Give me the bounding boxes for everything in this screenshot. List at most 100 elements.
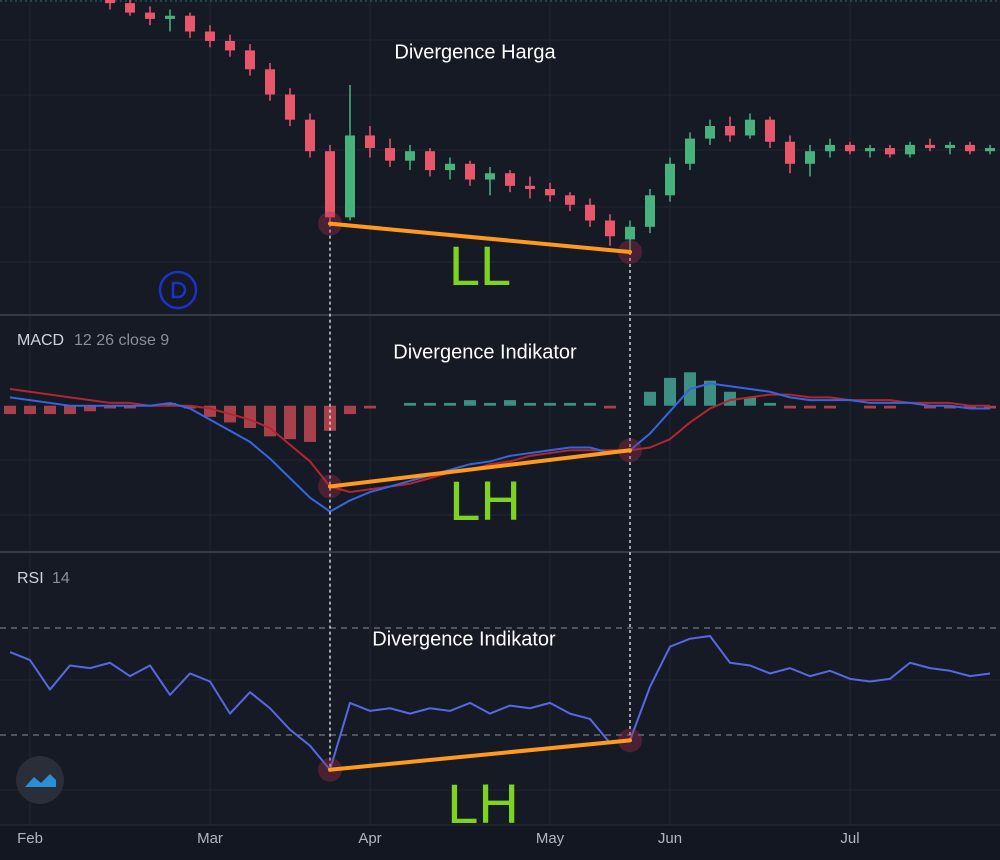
divergence-line <box>328 738 632 772</box>
candle-body <box>645 195 655 227</box>
histogram-bar <box>944 405 956 409</box>
logo-bg[interactable] <box>16 756 64 804</box>
histogram-bar <box>664 377 676 406</box>
histogram-bar <box>924 405 936 409</box>
candle-body <box>885 148 895 155</box>
candle-body <box>145 12 155 19</box>
candle-body <box>465 163 475 180</box>
candle-body <box>485 173 495 180</box>
histogram-bar <box>44 405 56 415</box>
histogram-bar <box>964 405 976 409</box>
x-tick-label: Mar <box>197 830 223 847</box>
time-axis <box>0 825 1000 860</box>
chart-title: Divergence Harga <box>394 41 556 63</box>
histogram-bar <box>644 391 656 406</box>
candle-body <box>385 148 395 161</box>
histogram-bar <box>264 405 276 437</box>
histogram-bar <box>24 405 36 415</box>
histogram-bar <box>504 400 516 406</box>
candle-body <box>605 220 615 237</box>
candle-body <box>625 226 635 240</box>
candle-body <box>865 148 875 152</box>
histogram-bar <box>484 402 496 406</box>
candle-body <box>165 15 175 19</box>
candle-body <box>985 148 995 152</box>
candle-body <box>305 119 315 152</box>
histogram-bar <box>704 380 716 406</box>
chart-title: Divergence Indikator <box>393 341 577 363</box>
candle-body <box>745 119 755 136</box>
candle-body <box>225 40 235 51</box>
candle-body <box>965 144 975 152</box>
candle-body <box>525 185 535 189</box>
candle-body <box>505 173 515 186</box>
histogram-bar <box>364 405 376 409</box>
histogram-bar <box>184 405 196 409</box>
divergence-line <box>328 448 632 489</box>
indicator-name: MACD <box>17 332 64 349</box>
candle-body <box>845 144 855 152</box>
histogram-bar <box>464 400 476 406</box>
candle-body <box>285 94 295 120</box>
histogram-bar <box>544 402 556 406</box>
histogram-bar <box>584 402 596 406</box>
candle-body <box>565 195 575 205</box>
candle-body <box>545 189 555 196</box>
logo[interactable] <box>16 756 64 804</box>
macd <box>4 372 996 513</box>
candle-body <box>805 151 815 164</box>
candle-body <box>425 151 435 171</box>
histogram-bar <box>404 402 416 406</box>
candle-body <box>705 126 715 139</box>
candle-body <box>185 15 195 32</box>
rsi-line <box>9 635 991 771</box>
candle-body <box>125 3 135 13</box>
candle-body <box>445 163 455 171</box>
candle-body <box>265 69 275 95</box>
histogram-bar <box>564 402 576 406</box>
candle-body <box>325 151 335 218</box>
histogram-bar <box>64 405 76 415</box>
histogram-bar <box>744 397 756 406</box>
candle-body <box>765 119 775 142</box>
indicator-params: 14 <box>52 570 70 587</box>
candle-body <box>105 0 115 4</box>
candle-body <box>365 135 375 149</box>
divergence-label: LH <box>449 469 521 532</box>
x-tick-label: Jul <box>840 830 859 847</box>
histogram-bar <box>824 405 836 409</box>
histogram-bar <box>424 402 436 406</box>
histogram-bar <box>884 405 896 409</box>
histogram-bar <box>84 405 96 412</box>
histogram-bar <box>344 405 356 415</box>
divergence-label: LL <box>449 234 511 297</box>
overlay: LL LH LH <box>318 211 642 835</box>
histogram-bar <box>4 405 16 415</box>
divergence-line <box>328 221 632 254</box>
indicator-name: RSI <box>17 570 44 587</box>
candle-body <box>725 126 735 136</box>
candle-body <box>685 138 695 164</box>
histogram-bar <box>804 405 816 409</box>
marker-circle <box>158 270 198 310</box>
histogram-bar <box>984 405 996 409</box>
logo-glyph <box>25 774 56 787</box>
candle-body <box>905 144 915 155</box>
candle-body <box>405 151 415 161</box>
histogram-bar <box>124 405 136 409</box>
histogram-bar <box>244 405 256 428</box>
histogram-bar <box>104 405 116 409</box>
candle-body <box>585 204 595 221</box>
grid <box>0 39 1000 791</box>
histogram-bar <box>604 405 616 409</box>
candles <box>105 0 995 252</box>
candle-body <box>825 144 835 152</box>
divergence-label: LH <box>447 772 519 835</box>
signal-line <box>9 388 990 494</box>
histogram-bar <box>164 402 176 406</box>
candle-body <box>665 163 675 196</box>
dividend-marker <box>158 270 198 310</box>
histogram-bar <box>764 402 776 406</box>
histogram-bar <box>784 405 796 409</box>
